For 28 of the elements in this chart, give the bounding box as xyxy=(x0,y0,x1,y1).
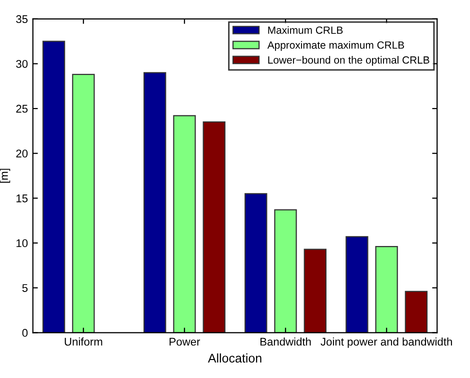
bar xyxy=(375,246,398,333)
bar xyxy=(72,74,95,333)
x-tick-label: Power xyxy=(170,338,200,346)
y-tick-label: 0 xyxy=(22,328,28,337)
y-tick-label: 10 xyxy=(16,239,28,248)
y-tick-label: 20 xyxy=(16,150,28,158)
y-tick-label: 35 xyxy=(16,15,28,24)
x-axis-title: Allocation xyxy=(208,353,262,363)
x-tick-label: Uniform xyxy=(64,338,102,346)
x-tick-label: Bandwidth xyxy=(260,338,311,346)
bar xyxy=(274,209,297,333)
x-tick-label: Joint power and bandwidth xyxy=(320,338,452,348)
y-tick-label: 5 xyxy=(22,284,28,292)
bar xyxy=(244,193,268,333)
legend-label: Approximate maximum CRLB xyxy=(267,41,404,51)
bar xyxy=(404,290,428,333)
y-tick-label: 15 xyxy=(16,194,28,202)
bar xyxy=(346,236,368,333)
legend-label: Lower−bound on the optimal CRLB xyxy=(268,56,430,66)
y-tick-label: 25 xyxy=(16,104,28,113)
y-axis-title: [m] xyxy=(0,168,10,183)
bar xyxy=(202,121,226,333)
bar xyxy=(173,115,196,333)
bar xyxy=(42,40,66,333)
y-tick-label: 30 xyxy=(16,60,28,68)
legend-label: Maximum CRLB xyxy=(268,26,343,34)
bar xyxy=(304,248,326,333)
bar xyxy=(144,72,166,333)
